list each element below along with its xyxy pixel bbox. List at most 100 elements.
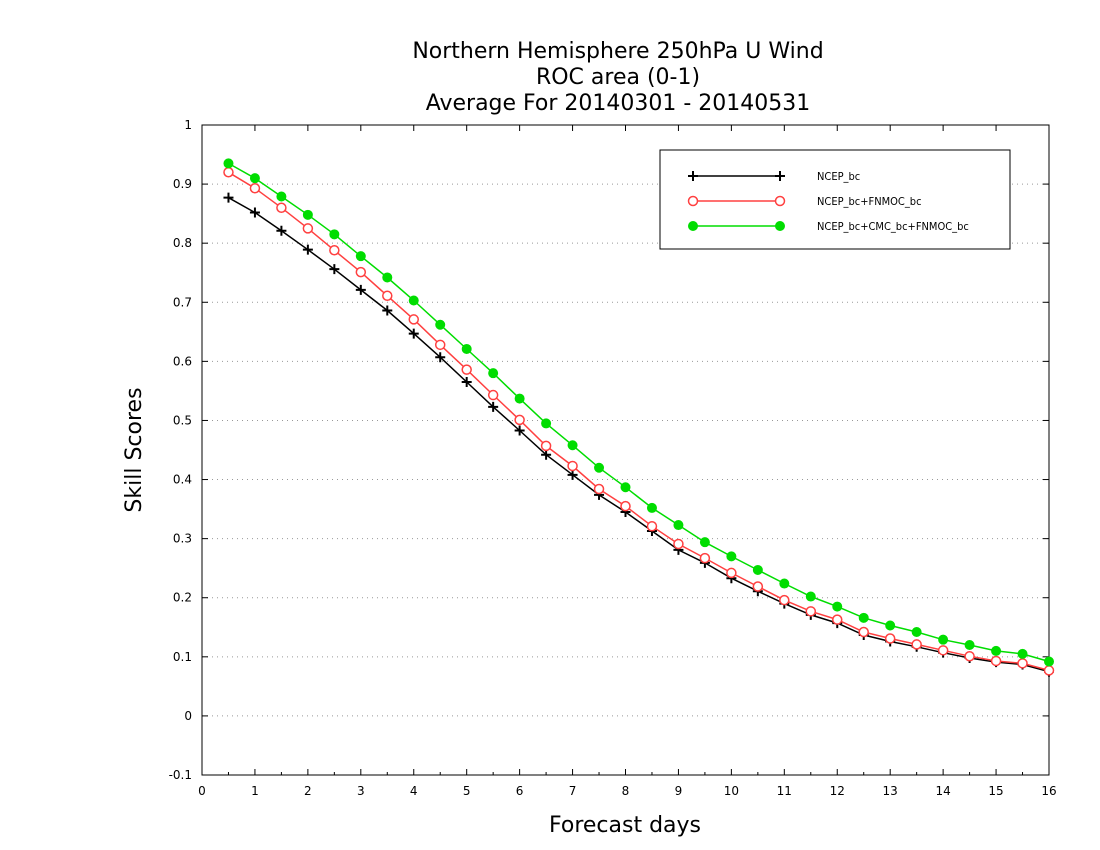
data-point	[699, 537, 710, 548]
x-tick-label: 5	[463, 784, 471, 798]
data-point	[276, 191, 287, 202]
y-tick-label: 0.6	[173, 354, 192, 368]
x-tick-label: 0	[198, 784, 206, 798]
data-point	[858, 626, 869, 638]
y-axis-label: Skill Scores	[122, 387, 147, 512]
data-point	[594, 462, 605, 473]
data-point	[461, 343, 472, 354]
data-point	[223, 167, 234, 178]
data-point	[885, 620, 896, 631]
chart-title-line-3: Average For 20140301 - 20140531	[426, 91, 811, 116]
series-layer	[223, 158, 1055, 677]
data-point	[620, 482, 631, 493]
data-point	[514, 425, 525, 436]
data-point	[355, 251, 366, 262]
x-tick-label: 10	[724, 784, 739, 798]
data-point	[382, 290, 393, 302]
data-point	[408, 314, 419, 325]
series-line	[228, 197, 1050, 673]
grid-lines	[202, 183, 1049, 717]
data-point	[435, 319, 446, 330]
data-point	[408, 295, 419, 306]
data-point	[541, 418, 552, 429]
x-axis-ticks: 0 1 2 3 4 5 6 7 8 9 10 11 12 13 14 15 16	[198, 125, 1057, 798]
data-point	[355, 284, 366, 295]
data-point	[752, 564, 763, 575]
data-point	[688, 171, 698, 181]
data-point	[461, 377, 472, 388]
x-tick-label: 12	[830, 784, 845, 798]
data-point	[646, 520, 658, 532]
data-point	[1017, 648, 1028, 659]
data-point	[514, 414, 525, 426]
data-point	[990, 655, 1002, 667]
x-tick-label: 3	[357, 784, 365, 798]
y-tick-label: 0.3	[173, 532, 192, 546]
legend-label: NCEP_bc+CMC_bc+FNMOC_bc	[817, 220, 969, 233]
chart-title-line-1: Northern Hemisphere 250hPa U Wind	[412, 39, 823, 64]
data-point	[329, 229, 340, 240]
chart-title-line-2: ROC area (0-1)	[536, 65, 700, 90]
data-point	[567, 460, 578, 472]
y-tick-label: 0.2	[173, 591, 192, 605]
data-point	[487, 389, 499, 401]
x-tick-label: 16	[1041, 784, 1056, 798]
x-tick-label: 2	[304, 784, 312, 798]
x-tick-label: 9	[675, 784, 683, 798]
legend-label: NCEP_bc+FNMOC_bc	[817, 195, 922, 208]
x-tick-label: 13	[883, 784, 898, 798]
data-point	[355, 266, 367, 278]
legend: NCEP_bc NCEP_bc+FNMOC_bc NCEP_bc+CMC_bc+FN…	[659, 149, 1011, 250]
data-point	[435, 352, 446, 363]
data-point	[646, 502, 657, 513]
data-point	[699, 552, 711, 564]
y-tick-label: 0.1	[173, 650, 192, 664]
data-point	[937, 645, 949, 656]
y-tick-label: 0.5	[173, 413, 192, 427]
series-1	[223, 192, 1054, 677]
data-point	[541, 449, 552, 460]
data-point	[832, 601, 843, 612]
data-point	[911, 639, 922, 650]
data-point	[911, 627, 922, 637]
x-tick-label: 7	[569, 784, 577, 798]
series-2	[223, 167, 1055, 676]
x-axis-label: Forecast days	[549, 813, 701, 838]
legend-item-3: NCEP_bc+CMC_bc+FNMOC_bc	[688, 220, 969, 233]
data-point	[884, 633, 896, 644]
data-point	[673, 520, 684, 531]
x-tick-label: 6	[516, 784, 524, 798]
y-tick-label: 1	[184, 118, 192, 132]
data-point	[382, 272, 393, 283]
data-point	[567, 440, 578, 451]
data-point	[832, 614, 843, 625]
data-point	[779, 594, 790, 606]
data-point	[938, 634, 949, 645]
data-point	[276, 225, 287, 236]
data-point	[774, 195, 786, 207]
data-point	[249, 173, 260, 184]
y-tick-label: 0	[184, 709, 192, 723]
legend-box	[659, 149, 1011, 250]
data-point	[805, 606, 817, 617]
data-point	[276, 202, 287, 213]
y-tick-label: 0.7	[173, 295, 192, 309]
data-point	[329, 245, 340, 256]
data-point	[223, 158, 234, 169]
data-point	[726, 551, 737, 562]
data-point	[1017, 658, 1028, 669]
data-point	[249, 207, 260, 218]
data-point	[514, 393, 525, 404]
data-point	[1043, 665, 1055, 676]
data-point	[752, 581, 764, 592]
data-point	[329, 264, 340, 275]
data-point	[434, 339, 446, 351]
data-point	[673, 538, 684, 550]
data-point	[775, 171, 785, 181]
series-3	[223, 158, 1054, 667]
data-point	[858, 612, 869, 623]
data-point	[540, 440, 552, 452]
data-point	[779, 578, 790, 589]
data-point	[726, 567, 737, 579]
legend-label: NCEP_bc	[817, 170, 860, 183]
